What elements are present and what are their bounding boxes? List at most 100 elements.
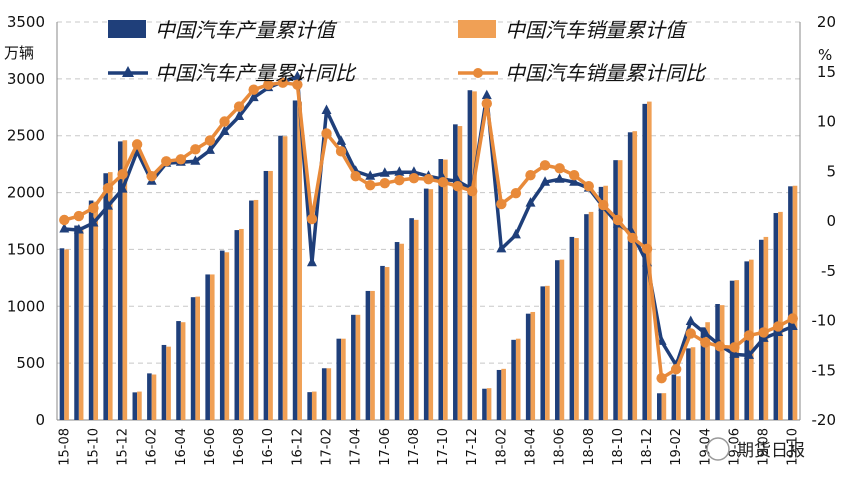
- bar-sales: [661, 393, 667, 420]
- bar-production: [132, 392, 138, 420]
- bar-sales: [515, 338, 521, 420]
- point-sales-yoy: [583, 180, 594, 192]
- bar-production: [613, 160, 618, 421]
- bar-sales: [472, 91, 477, 420]
- point-production-yoy: [744, 349, 755, 359]
- bar-production: [278, 135, 283, 420]
- point-production-yoy: [321, 104, 332, 115]
- bar-sales: [253, 199, 259, 420]
- bar-production: [234, 230, 240, 420]
- bar-production: [438, 159, 444, 421]
- point-sales-yoy: [568, 170, 580, 181]
- legend-label-production-line: 中国汽车产量累计同比: [155, 61, 357, 85]
- point-sales-yoy: [525, 170, 536, 181]
- point-sales-yoy: [510, 187, 522, 199]
- bar-sales: [617, 160, 623, 421]
- bar-sales: [719, 305, 725, 420]
- bar-sales: [64, 249, 69, 420]
- bar-sales: [588, 211, 594, 420]
- point-sales-yoy: [670, 364, 682, 375]
- bar-production: [788, 186, 793, 420]
- point-sales-yoy: [656, 373, 667, 384]
- point-production-yoy: [59, 222, 70, 233]
- bar-sales: [443, 159, 448, 420]
- point-production-yoy: [117, 183, 128, 193]
- point-sales-yoy: [379, 177, 390, 189]
- bar-sales: [413, 219, 419, 420]
- point-production-yoy: [379, 167, 390, 177]
- y-left-tick-label: 1000: [7, 297, 45, 315]
- point-sales-yoy: [423, 174, 434, 185]
- x-tick-label: 15-08: [57, 428, 72, 466]
- point-sales-yoy: [539, 160, 551, 171]
- y-left-tick-label: 3000: [7, 70, 45, 88]
- bar-sales: [137, 391, 142, 420]
- x-tick-label: 17-08: [407, 428, 422, 466]
- bar-sales: [282, 136, 288, 421]
- bar-sales: [530, 311, 536, 420]
- bar-sales: [239, 228, 244, 420]
- point-sales-yoy: [73, 210, 85, 222]
- point-production-yoy: [219, 125, 230, 135]
- point-sales-yoy: [190, 144, 201, 155]
- point-sales-yoy: [729, 342, 740, 353]
- bar-production: [219, 250, 225, 420]
- bar-sales: [195, 296, 201, 420]
- point-production-yoy: [540, 176, 551, 186]
- bar-production: [263, 170, 269, 420]
- point-sales-yoy: [408, 173, 420, 184]
- bar-production: [584, 214, 589, 420]
- x-tick-label: 16-04: [174, 428, 189, 466]
- point-sales-yoy: [131, 139, 143, 150]
- y-right-tick-label: -5: [821, 262, 836, 280]
- bar-sales: [501, 368, 506, 420]
- bar-production: [351, 314, 356, 420]
- point-sales-yoy: [219, 116, 230, 127]
- x-tick-label: 16-08: [232, 428, 247, 466]
- y-left-tick-label: 2500: [7, 127, 45, 145]
- bar-sales: [166, 346, 171, 420]
- point-production-yoy: [554, 173, 565, 183]
- point-sales-yoy: [88, 202, 99, 214]
- point-production-yoy: [190, 155, 201, 165]
- bar-sales: [341, 338, 346, 420]
- y-right-tick-label: 0: [826, 212, 836, 230]
- x-tick-label: 17-02: [320, 428, 335, 466]
- bar-sales: [632, 131, 638, 420]
- bar-production: [394, 242, 400, 420]
- point-sales-yoy: [496, 198, 507, 210]
- bar-production: [292, 100, 298, 420]
- bar-production: [147, 373, 152, 420]
- point-sales-yoy: [204, 135, 216, 146]
- bar-production: [540, 286, 546, 420]
- point-production-yoy: [102, 200, 113, 210]
- bar-production: [176, 321, 181, 420]
- bar-production: [700, 327, 706, 420]
- bar-sales: [311, 391, 317, 420]
- bar-sales: [224, 252, 230, 420]
- bar-production: [627, 132, 633, 420]
- point-production-yoy: [394, 166, 405, 176]
- legend-triangle-marker: [122, 66, 134, 77]
- x-tick-label: 18-06: [553, 428, 568, 466]
- point-production-yoy: [510, 228, 521, 239]
- point-sales-yoy: [452, 180, 463, 192]
- bar-production: [249, 200, 254, 420]
- x-tick-label: 17-06: [378, 428, 393, 466]
- legend-circle-marker: [473, 68, 483, 78]
- wechat-icon: [706, 437, 730, 461]
- y-left-tick-label: 0: [35, 411, 45, 429]
- point-production-yoy: [88, 216, 99, 227]
- bar-sales: [486, 388, 492, 420]
- bar-production: [59, 248, 65, 420]
- ticks: 0 500 1000 1500 2000 2500 3000 3500 -20 -15 -10 -5 0…: [7, 13, 836, 466]
- point-sales-yoy: [554, 163, 565, 174]
- x-tick-label: 16-12: [290, 428, 305, 466]
- point-sales-yoy: [758, 327, 769, 338]
- point-sales-yoy: [714, 341, 726, 352]
- x-tick-label: 17-04: [349, 428, 364, 466]
- bar-sales: [457, 126, 463, 420]
- bar-production: [525, 313, 531, 420]
- x-tick-label: 18-08: [582, 428, 597, 466]
